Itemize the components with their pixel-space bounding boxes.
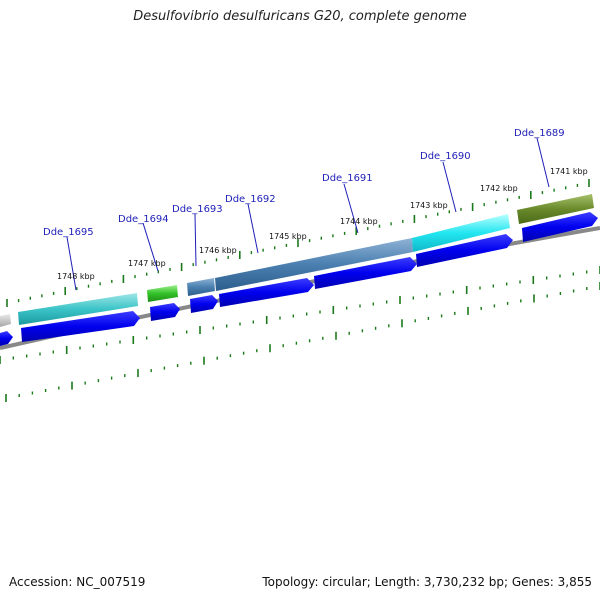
feature-band-dde-1693 bbox=[187, 278, 215, 296]
gene-label-dde-1694: Dde_1694 bbox=[118, 214, 169, 225]
cds-arrow-left-edge bbox=[0, 331, 13, 346]
leader-line-dde-1689 bbox=[536, 137, 550, 188]
kbp-label-1743: 1743 kbp bbox=[410, 201, 448, 210]
kbp-label-1746: 1746 kbp bbox=[199, 246, 237, 255]
kbp-label-1745: 1745 kbp bbox=[269, 232, 307, 241]
feature-band-dde-1694 bbox=[147, 285, 178, 302]
feature-band-gray bbox=[0, 314, 11, 327]
feature-band-dde-1695 bbox=[18, 293, 138, 325]
cds-arrow-dde-1693 bbox=[190, 295, 218, 313]
gene-label-dde-1689: Dde_1689 bbox=[514, 128, 565, 139]
map-title: Desulfovibrio desulfuricans G20, complet… bbox=[133, 9, 467, 24]
accession-text: Accession: NC_007519 bbox=[9, 575, 146, 589]
gene-label-dde-1692: Dde_1692 bbox=[225, 194, 276, 205]
kbp-label-1742: 1742 kbp bbox=[480, 184, 518, 193]
gene-label-dde-1693: Dde_1693 bbox=[172, 204, 223, 215]
middle-tick-row bbox=[0, 266, 600, 364]
feature-band-dde-1690 bbox=[412, 214, 510, 252]
kbp-label-1747: 1747 kbp bbox=[128, 259, 166, 268]
leader-line-dde-1695 bbox=[66, 236, 77, 291]
cds-arrow-dde-1695 bbox=[21, 311, 140, 342]
leader-line-dde-1690 bbox=[442, 161, 457, 213]
leader-line-dde-1692 bbox=[247, 203, 259, 254]
leader-line-dde-1691 bbox=[343, 183, 359, 234]
leader-line-dde-1693 bbox=[194, 213, 197, 267]
leader-line-dde-1694 bbox=[142, 222, 159, 272]
feature-band-dde-1692-1691 bbox=[215, 238, 413, 291]
cds-arrow-dde-1692 bbox=[219, 278, 314, 307]
feature-band-dde-1689 bbox=[517, 194, 594, 224]
kbp-label-1741: 1741 kbp bbox=[550, 167, 588, 176]
cds-arrow-dde-1689 bbox=[522, 212, 598, 242]
kbp-label-1744: 1744 kbp bbox=[340, 217, 378, 226]
lower-tick-row bbox=[5, 282, 600, 402]
kbp-label-1748: 1748 kbp bbox=[57, 272, 95, 281]
cds-arrow-dde-1690 bbox=[416, 234, 513, 267]
gene-label-dde-1695: Dde_1695 bbox=[43, 227, 94, 238]
cds-arrow-dde-1691 bbox=[314, 257, 417, 289]
genome-stats-text: Topology: circular; Length: 3,730,232 bp… bbox=[262, 575, 592, 589]
upper-tick-row bbox=[6, 179, 590, 307]
gene-label-dde-1691: Dde_1691 bbox=[322, 173, 373, 184]
gene-label-dde-1690: Dde_1690 bbox=[420, 151, 471, 162]
cds-arrow-dde-1694 bbox=[150, 303, 180, 321]
